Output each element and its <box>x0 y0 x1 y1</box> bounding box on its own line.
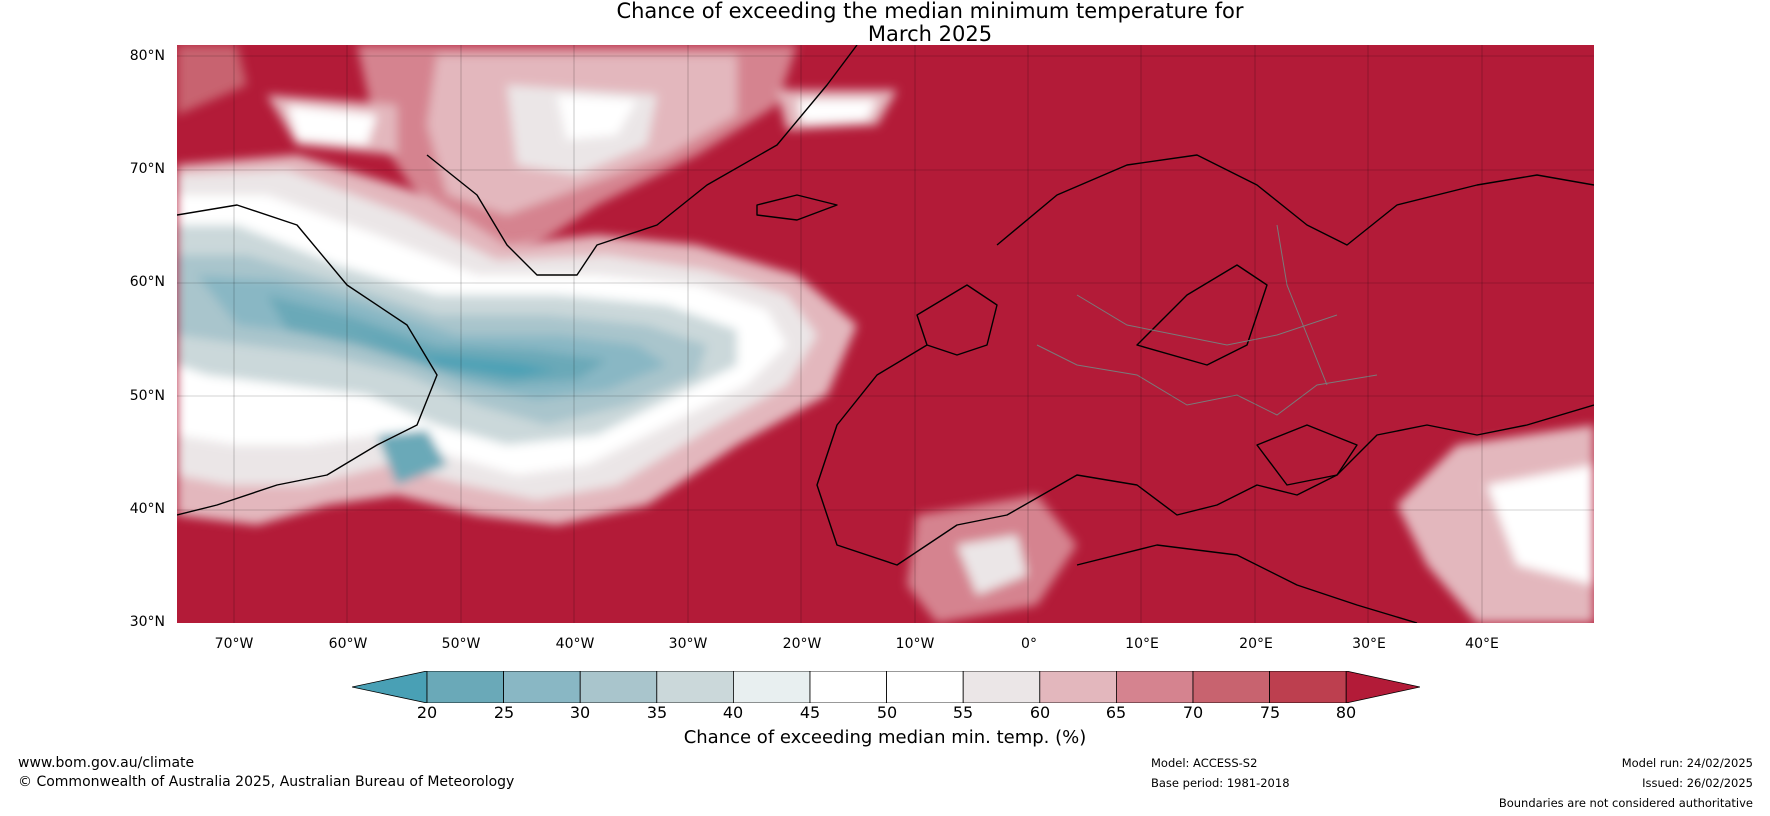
colorbar-tick-40: 40 <box>722 703 744 722</box>
lon-tick-20e: 20°E <box>1239 636 1273 652</box>
lat-tick-80n: 80°N <box>129 48 165 64</box>
lon-tick-0: 0° <box>1021 636 1037 652</box>
colorbar <box>351 670 1421 704</box>
colorbar-tick-35: 35 <box>646 703 668 722</box>
footer-model-run: Model run: 24/02/2025 <box>1621 756 1753 770</box>
colorbar-tick-60: 60 <box>1029 703 1051 722</box>
lon-tick-30e: 30°E <box>1352 636 1386 652</box>
colorbar-seg-45-50 <box>809 670 887 704</box>
colorbar-seg-60-65 <box>1039 670 1117 704</box>
footer-website[interactable]: www.bom.gov.au/climate <box>18 755 195 771</box>
colorbar-seg-75-80 <box>1269 670 1347 704</box>
colorbar-seg-25-30 <box>503 670 581 704</box>
colorbar-tick-55: 55 <box>952 703 974 722</box>
colorbar-tick-65: 65 <box>1105 703 1127 722</box>
footer-issued: Issued: 26/02/2025 <box>1642 776 1753 790</box>
colorbar-seg-35-40 <box>656 670 734 704</box>
colorbar-tick-50: 50 <box>876 703 898 722</box>
coastlines <box>177 45 1594 623</box>
footer-copyright: © Commonwealth of Australia 2025, Austra… <box>18 774 515 790</box>
lat-tick-40n: 40°N <box>129 501 165 517</box>
lon-tick-30w: 30°W <box>668 636 708 652</box>
colorbar-tick-30: 30 <box>569 703 591 722</box>
lat-tick-70n: 70°N <box>129 161 165 177</box>
title-line-2: March 2025 <box>867 22 993 46</box>
nw-atlantic-cool-anomaly <box>177 155 857 525</box>
colorbar-tick-25: 25 <box>493 703 515 722</box>
lat-tick-30n: 30°N <box>129 614 165 630</box>
colorbar-label: Chance of exceeding median min. temp. (%… <box>683 727 1087 748</box>
footer-model: Model: ACCESS-S2 <box>1151 756 1258 770</box>
colorbar-seg-30-35 <box>579 670 658 704</box>
colorbar-tick-45: 45 <box>799 703 821 722</box>
map-title: Chance of exceeding the median minimum t… <box>0 0 1770 46</box>
lon-tick-10w: 10°W <box>895 636 935 652</box>
colorbar-seg-70-75 <box>1192 670 1270 704</box>
greenland-anomaly <box>177 45 897 275</box>
colorbar-segments <box>351 670 1421 704</box>
colorbar-tick-75: 75 <box>1259 703 1281 722</box>
colorbar-seg-50-55 <box>886 670 964 704</box>
colorbar-tick-70: 70 <box>1182 703 1204 722</box>
footer-disclaimer: Boundaries are not considered authoritat… <box>1498 796 1753 810</box>
graticule <box>177 45 1594 623</box>
footer-base-period: Base period: 1981-2018 <box>1151 776 1290 790</box>
lon-tick-40w: 40°W <box>555 636 595 652</box>
lat-tick-60n: 60°N <box>129 274 165 290</box>
eastern-anomaly <box>907 425 1594 623</box>
colorbar-seg-40-45 <box>732 670 811 704</box>
lon-tick-60w: 60°W <box>328 636 368 652</box>
lon-tick-70w: 70°W <box>214 636 254 652</box>
colorbar-extend-low <box>351 670 428 704</box>
lon-tick-20w: 20°W <box>782 636 822 652</box>
colorbar-extend-high <box>1345 670 1421 704</box>
title-line-1: Chance of exceeding the median minimum t… <box>616 0 1244 23</box>
lat-tick-50n: 50°N <box>129 388 165 404</box>
colorbar-tick-20: 20 <box>416 703 438 722</box>
lon-tick-40e: 40°E <box>1465 636 1499 652</box>
probability-map <box>177 45 1594 623</box>
colorbar-seg-55-60 <box>962 670 1041 704</box>
country-borders <box>1036 224 1378 416</box>
lon-tick-50w: 50°W <box>441 636 481 652</box>
colorbar-seg-65-70 <box>1116 670 1194 704</box>
colorbar-seg-20-25 <box>426 670 504 704</box>
lon-tick-10e: 10°E <box>1125 636 1159 652</box>
colorbar-tick-80: 80 <box>1335 703 1357 722</box>
